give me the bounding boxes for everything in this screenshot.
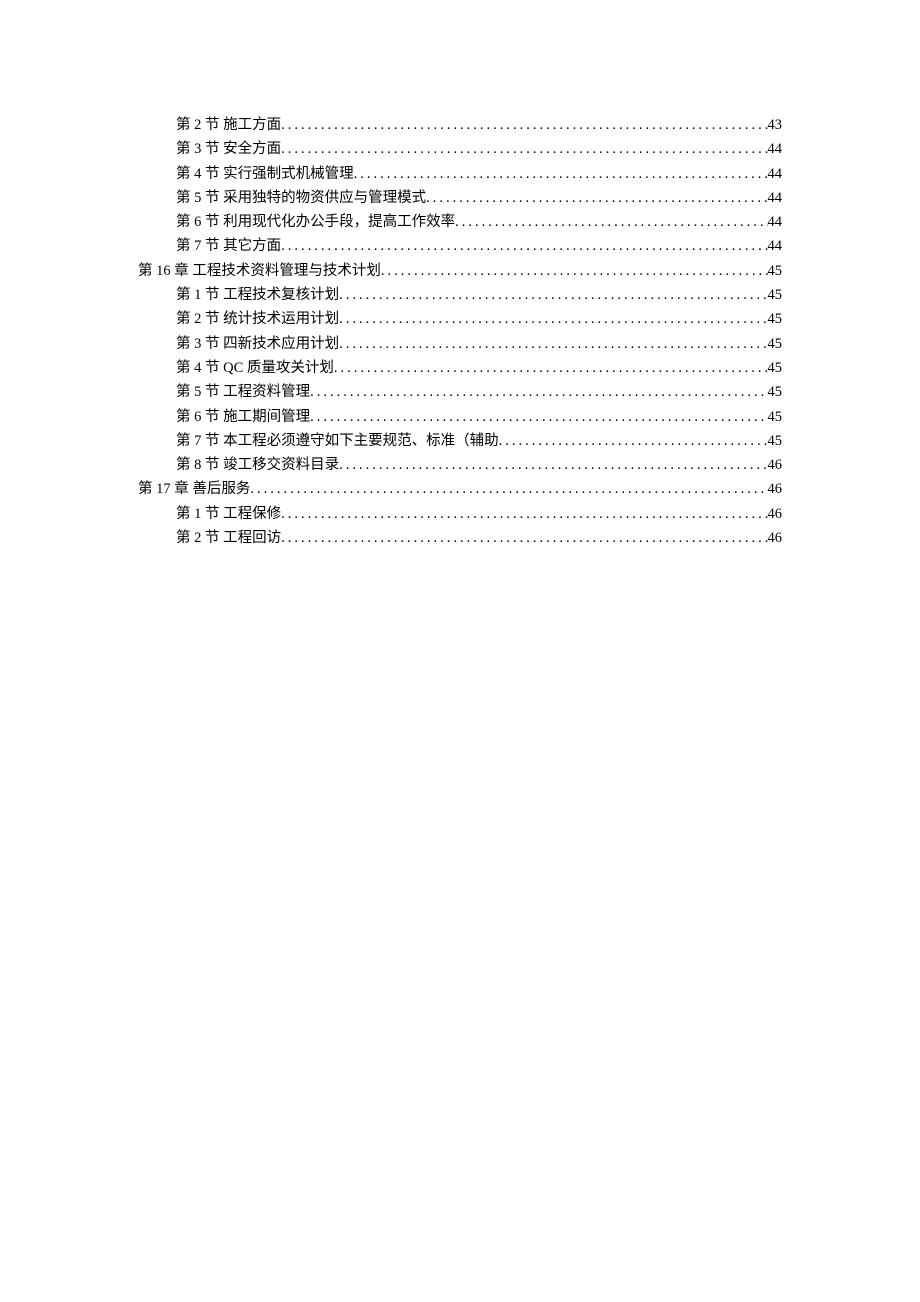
toc-dot-leader — [339, 307, 767, 331]
toc-entry-page: 46 — [768, 502, 783, 526]
toc-entry: 第 2 节 工程回访 46 — [138, 526, 782, 550]
toc-entry-page: 44 — [768, 210, 783, 234]
toc-dot-leader — [281, 502, 767, 526]
toc-dot-leader — [281, 526, 767, 550]
toc-entry: 第 5 节 工程资料管理 45 — [138, 380, 782, 404]
toc-entry-page: 45 — [768, 307, 783, 331]
toc-dot-leader — [281, 234, 767, 258]
toc-entry: 第 5 节 采用独特的物资供应与管理模式 44 — [138, 186, 782, 210]
toc-entry-label: 第 6 节 施工期间管理 — [176, 405, 310, 429]
toc-dot-leader — [339, 332, 767, 356]
toc-entry-label: 第 7 节 其它方面 — [176, 234, 281, 258]
toc-chapter-entry: 第 16 章 工程技术资料管理与技术计划 45 — [138, 259, 782, 283]
toc-entry: 第 2 节 施工方面 43 — [138, 113, 782, 137]
toc-entry-page: 44 — [768, 162, 783, 186]
toc-entry: 第 4 节 QC 质量攻关计划 45 — [138, 356, 782, 380]
toc-entry-page: 45 — [768, 259, 783, 283]
toc-dot-leader — [339, 453, 767, 477]
toc-entry-label: 第 2 节 统计技术运用计划 — [176, 307, 339, 331]
toc-entry-label: 第 4 节 QC 质量攻关计划 — [176, 356, 334, 380]
toc-entry-page: 44 — [768, 234, 783, 258]
toc-entry: 第 7 节 本工程必须遵守如下主要规范、标准（辅助 45 — [138, 429, 782, 453]
toc-entry-label: 第 17 章 善后服务 — [138, 477, 250, 501]
toc-dot-leader — [281, 137, 767, 161]
toc-entry-label: 第 8 节 竣工移交资料目录 — [176, 453, 339, 477]
toc-entry-page: 45 — [768, 429, 783, 453]
toc-entry-label: 第 1 节 工程保修 — [176, 502, 281, 526]
toc-entry-label: 第 2 节 施工方面 — [176, 113, 281, 137]
toc-entry: 第 2 节 统计技术运用计划 45 — [138, 307, 782, 331]
toc-entry: 第 7 节 其它方面 44 — [138, 234, 782, 258]
toc-entry: 第 3 节 四新技术应用计划 45 — [138, 332, 782, 356]
toc-entry-label: 第 3 节 安全方面 — [176, 137, 281, 161]
toc-entry-page: 45 — [768, 380, 783, 404]
toc-entry-label: 第 2 节 工程回访 — [176, 526, 281, 550]
toc-dot-leader — [381, 259, 768, 283]
toc-dot-leader — [339, 283, 767, 307]
toc-dot-leader — [334, 356, 768, 380]
table-of-contents: 第 2 节 施工方面 43 第 3 节 安全方面 44 第 4 节 实行强制式机… — [138, 113, 782, 550]
toc-entry-label: 第 5 节 采用独特的物资供应与管理模式 — [176, 186, 426, 210]
toc-entry-page: 44 — [768, 186, 783, 210]
toc-entry: 第 8 节 竣工移交资料目录 46 — [138, 453, 782, 477]
toc-entry-page: 45 — [768, 356, 783, 380]
toc-entry-label: 第 16 章 工程技术资料管理与技术计划 — [138, 259, 381, 283]
toc-entry-page: 43 — [768, 113, 783, 137]
toc-entry-label: 第 1 节 工程技术复核计划 — [176, 283, 339, 307]
toc-dot-leader — [310, 405, 767, 429]
toc-entry: 第 6 节 利用现代化办公手段，提高工作效率 44 — [138, 210, 782, 234]
toc-entry-label: 第 6 节 利用现代化办公手段，提高工作效率 — [176, 210, 455, 234]
toc-entry-page: 45 — [768, 283, 783, 307]
toc-entry: 第 4 节 实行强制式机械管理 44 — [138, 162, 782, 186]
toc-entry: 第 1 节 工程技术复核计划 45 — [138, 283, 782, 307]
toc-dot-leader — [250, 477, 767, 501]
toc-entry-label: 第 3 节 四新技术应用计划 — [176, 332, 339, 356]
toc-dot-leader — [499, 429, 768, 453]
toc-dot-leader — [281, 113, 767, 137]
toc-entry: 第 6 节 施工期间管理 45 — [138, 405, 782, 429]
toc-entry-page: 46 — [768, 477, 783, 501]
toc-entry-label: 第 7 节 本工程必须遵守如下主要规范、标准（辅助 — [176, 429, 499, 453]
toc-entry-page: 45 — [768, 332, 783, 356]
toc-entry-label: 第 4 节 实行强制式机械管理 — [176, 162, 354, 186]
toc-dot-leader — [310, 380, 767, 404]
toc-entry-page: 46 — [768, 453, 783, 477]
toc-dot-leader — [455, 210, 767, 234]
toc-entry-label: 第 5 节 工程资料管理 — [176, 380, 310, 404]
toc-entry-page: 44 — [768, 137, 783, 161]
toc-chapter-entry: 第 17 章 善后服务 46 — [138, 477, 782, 501]
toc-dot-leader — [426, 186, 767, 210]
toc-entry: 第 3 节 安全方面 44 — [138, 137, 782, 161]
toc-entry: 第 1 节 工程保修 46 — [138, 502, 782, 526]
toc-entry-page: 46 — [768, 526, 783, 550]
toc-entry-page: 45 — [768, 405, 783, 429]
toc-dot-leader — [354, 162, 768, 186]
